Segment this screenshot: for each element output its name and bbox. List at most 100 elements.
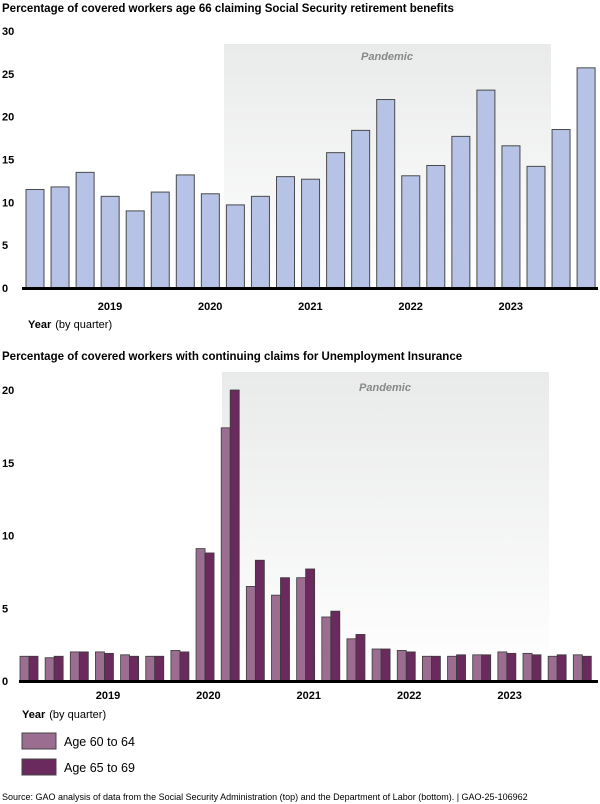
bar-age-60-64-2020-Q2 <box>220 427 231 682</box>
bar-2022-Q1 <box>401 175 421 289</box>
chart-top: Percentage of covered workers age 66 cla… <box>2 3 598 331</box>
chart-bottom-title: Percentage of covered workers with conti… <box>2 351 462 363</box>
pandemic-label-top: Pandemic <box>361 51 413 63</box>
y-tick-label-bottom: 20 <box>2 385 14 397</box>
y-tick-label-top: 0 <box>2 283 8 295</box>
bar-age-65-69-2018-Q4 <box>78 651 89 682</box>
bar-age-65-69-2023-Q4 <box>581 655 592 682</box>
bar-2021-Q1 <box>301 178 321 289</box>
pandemic-label-bottom: Pandemic <box>359 382 411 394</box>
bar-age-60-64-2020-Q4 <box>271 594 281 682</box>
bar-age-65-69-2019-Q4 <box>179 651 190 682</box>
chart-bottom: Percentage of covered workers with conti… <box>2 351 598 776</box>
bar-age-65-69-2022-Q2 <box>430 655 441 682</box>
bar-age-60-64-2019-Q4 <box>170 650 181 682</box>
legend-label-age-60-64: Age 60 to 64 <box>64 735 135 749</box>
bar-age-65-69-2022-Q3 <box>456 654 466 682</box>
legend-swatch-age-60-64 <box>21 732 57 750</box>
bar-age-60-64-2018-Q3 <box>44 657 55 682</box>
bar-age-60-64-2023-Q3 <box>547 655 558 682</box>
x-tick-label-top: 2021 <box>298 301 322 313</box>
bar-age-65-69-2018-Q3 <box>53 655 64 682</box>
legend-swatch-age-65-69 <box>21 758 57 776</box>
bar-age-65-69-2021-Q3 <box>355 634 366 682</box>
bar-age-60-64-2021-Q4 <box>371 648 382 682</box>
x-tick-label-top: 2019 <box>98 301 122 313</box>
bar-2019-Q3 <box>150 191 170 289</box>
x-tick-label-bottom: 2019 <box>96 690 120 702</box>
bar-2023-Q3 <box>551 129 571 289</box>
bar-age-65-69-2023-Q2 <box>531 654 542 682</box>
bar-2020-Q3 <box>250 195 270 289</box>
bar-age-60-64-2020-Q3 <box>245 586 256 682</box>
bar-age-65-69-2023-Q1 <box>506 652 517 682</box>
bar-age-60-64-2022-Q2 <box>421 655 432 682</box>
bar-2018-Q4 <box>75 171 95 289</box>
source-note: Source: GAO analysis of data from the So… <box>2 792 528 802</box>
bar-age-65-69-2020-Q2 <box>229 389 240 682</box>
x-tick-label-bottom: 2022 <box>397 690 421 702</box>
bar-2023-Q1 <box>501 145 521 289</box>
x-tick-label-top: 2022 <box>398 301 422 313</box>
bar-age-60-64-2018-Q2 <box>19 655 30 682</box>
bar-2021-Q2 <box>326 152 346 289</box>
x-axis-line-top <box>22 287 598 290</box>
x-tick-label-bottom: 2020 <box>196 690 220 702</box>
y-tick-label-bottom: 10 <box>2 531 14 543</box>
bar-age-60-64-2021-Q3 <box>346 638 357 682</box>
x-axis-line-bottom <box>19 680 598 683</box>
bar-2020-Q4 <box>276 176 295 289</box>
bar-age-60-64-2023-Q1 <box>497 651 508 682</box>
bar-2018-Q2 <box>25 188 45 289</box>
pandemic-shade-bottom <box>222 372 549 680</box>
bar-age-60-64-2020-Q1 <box>195 548 206 682</box>
bar-age-65-69-2020-Q3 <box>254 559 265 682</box>
legend: Age 60 to 64 Age 65 to 69 <box>21 732 135 776</box>
x-axis-label-top: Year (by quarter) <box>28 319 112 331</box>
x-tick-label-top: 2020 <box>198 301 222 313</box>
bar-2022-Q3 <box>451 135 471 289</box>
bar-age-65-69-2023-Q3 <box>556 654 567 682</box>
x-tick-label-bottom: 2023 <box>497 690 521 702</box>
bar-age-60-64-2023-Q2 <box>522 652 533 682</box>
bar-age-60-64-2021-Q2 <box>321 616 332 682</box>
bar-age-65-69-2021-Q1 <box>305 568 316 682</box>
bar-age-60-64-2019-Q2 <box>120 654 130 682</box>
bar-2022-Q2 <box>426 164 446 289</box>
x-axis-label-bottom: Year (by quarter) <box>22 709 106 721</box>
bar-2018-Q3 <box>50 186 70 289</box>
bar-age-65-69-2019-Q3 <box>154 655 165 682</box>
bar-2019-Q4 <box>175 174 195 289</box>
y-tick-label-top: 30 <box>2 26 14 38</box>
bar-age-60-64-2021-Q1 <box>296 577 307 682</box>
chart-top-title: Percentage of covered workers age 66 cla… <box>2 3 454 15</box>
bar-age-60-64-2022-Q1 <box>396 650 407 682</box>
y-tick-label-bottom: 5 <box>2 603 8 615</box>
bar-age-65-69-2018-Q2 <box>28 655 39 682</box>
bar-2023-Q2 <box>526 165 546 289</box>
y-tick-label-top: 10 <box>2 197 14 209</box>
bar-2020-Q1 <box>200 193 220 289</box>
bar-2021-Q3 <box>351 129 371 289</box>
bar-age-60-64-2019-Q1 <box>95 651 105 682</box>
y-tick-label-bottom: 0 <box>2 676 8 688</box>
bar-age-65-69-2021-Q4 <box>380 648 391 682</box>
bar-age-65-69-2020-Q1 <box>204 552 215 682</box>
bar-age-60-64-2019-Q3 <box>145 655 156 682</box>
x-tick-label-bottom: 2021 <box>297 690 321 702</box>
y-tick-label-bottom: 15 <box>2 458 14 470</box>
bar-2021-Q4 <box>376 99 396 289</box>
bar-age-65-69-2019-Q1 <box>104 652 114 682</box>
bar-age-65-69-2021-Q2 <box>330 610 341 682</box>
bar-age-65-69-2022-Q1 <box>405 651 416 682</box>
bar-age-65-69-2019-Q2 <box>129 655 140 682</box>
bar-age-65-69-2022-Q4 <box>481 654 492 682</box>
bar-2020-Q2 <box>225 204 245 289</box>
y-tick-label-top: 25 <box>2 69 14 81</box>
legend-label-age-65-69: Age 65 to 69 <box>64 761 135 775</box>
bar-2023-Q4 <box>576 67 596 289</box>
bar-2019-Q1 <box>100 195 120 289</box>
y-tick-label-top: 5 <box>2 240 8 252</box>
bar-2019-Q2 <box>125 210 145 289</box>
